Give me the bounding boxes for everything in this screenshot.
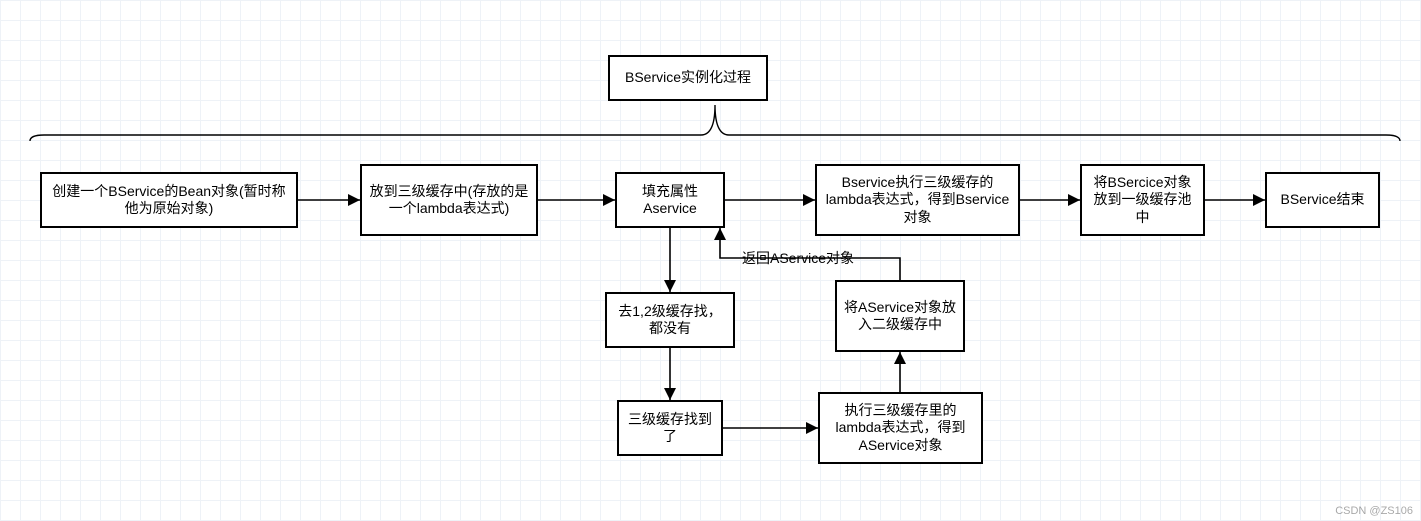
node-label: 将AService对象放入二级缓存中 <box>843 299 957 334</box>
watermark-text: CSDN @ZS106 <box>1335 505 1413 517</box>
node-label: 创建一个BService的Bean对象(暂时称他为原始对象) <box>48 183 290 218</box>
diagram-title-text: BService实例化过程 <box>625 69 751 87</box>
edge-label-return-aservice: 返回AService对象 <box>742 248 854 268</box>
node-found-l3: 三级缓存找到了 <box>617 400 723 456</box>
node-label: 去1,2级缓存找，都没有 <box>613 303 727 338</box>
node-exec-lambda-b: Bservice执行三级缓存的lambda表达式，得到Bservice对象 <box>815 164 1020 236</box>
edge-label-text: 返回AService对象 <box>742 250 854 266</box>
node-put-l3-cache: 放到三级缓存中(存放的是一个lambda表达式) <box>360 164 538 236</box>
watermark: CSDN @ZS106 <box>1335 505 1413 517</box>
node-exec-lambda-a: 执行三级缓存里的lambda表达式，得到AService对象 <box>818 392 983 464</box>
node-label: 将BSercice对象放到一级缓存池中 <box>1088 174 1197 227</box>
diagram-title: BService实例化过程 <box>608 55 768 101</box>
node-label: 三级缓存找到了 <box>625 411 715 446</box>
node-fill-aservice: 填充属性Aservice <box>615 172 725 228</box>
node-label: 执行三级缓存里的lambda表达式，得到AService对象 <box>826 402 975 455</box>
node-label: Bservice执行三级缓存的lambda表达式，得到Bservice对象 <box>823 174 1012 227</box>
node-label: BService结束 <box>1280 191 1364 209</box>
node-label: 填充属性Aservice <box>623 183 717 218</box>
node-end: BService结束 <box>1265 172 1380 228</box>
node-label: 放到三级缓存中(存放的是一个lambda表达式) <box>368 183 530 218</box>
node-check-l1-l2: 去1,2级缓存找，都没有 <box>605 292 735 348</box>
node-put-l2-cache: 将AService对象放入二级缓存中 <box>835 280 965 352</box>
node-put-l1-cache: 将BSercice对象放到一级缓存池中 <box>1080 164 1205 236</box>
node-create-bean: 创建一个BService的Bean对象(暂时称他为原始对象) <box>40 172 298 228</box>
